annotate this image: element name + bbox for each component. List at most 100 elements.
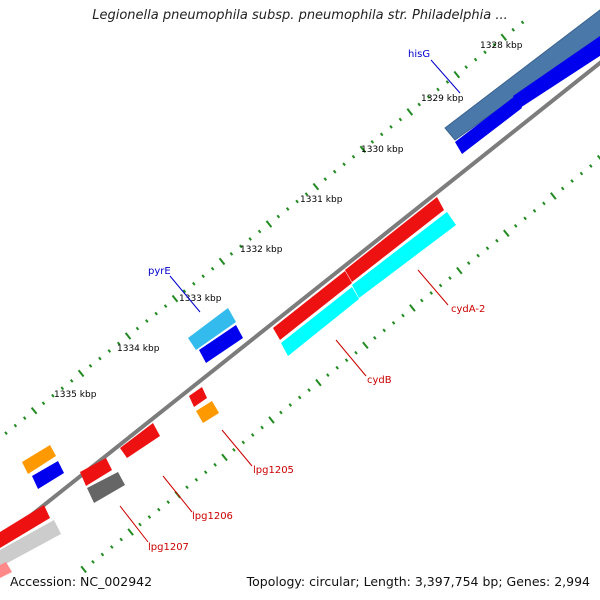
gene-label-pyrE[interactable]: pyrE [148,266,171,277]
tick-mark [513,223,518,228]
tick-mark [221,453,228,462]
tick-mark [483,50,487,55]
gene-left-orange[interactable] [22,445,56,474]
tick-mark [473,57,478,62]
tick-mark [241,440,246,445]
tick-mark [370,139,375,144]
leader-pyrE [169,275,201,313]
tick-label-1328: 1328 kbp [480,41,523,51]
tick-mark [511,27,515,32]
tick-mark [201,274,205,279]
tick-mark [523,216,527,221]
leader-lpg1206 [162,475,193,513]
tick-mark [80,565,87,574]
gene-lpg1206-reverse[interactable] [87,472,125,503]
gene-left-red-forward[interactable] [0,505,50,548]
gene-label-lpg1205[interactable]: lpg1205 [253,465,294,476]
tick-mark [135,326,140,331]
gene-left-pink-reverse[interactable] [0,562,12,578]
tick-mark [466,261,471,266]
map-title: Legionella pneumophila subsp. pneumophil… [92,8,508,23]
tick-mark [453,70,461,79]
gene-hisG-reverse[interactable] [455,96,522,154]
gene-label-cydA2[interactable]: cydA-2 [451,304,485,315]
tick-mark [30,406,38,415]
gene-left-blue-reverse[interactable] [32,461,64,489]
tick-mark [560,186,565,191]
tick-mark [409,304,416,312]
tick-mark [157,507,161,512]
tick-mark [239,244,243,249]
tick-mark [570,179,574,183]
gene-cydA2-reverse[interactable] [352,212,456,298]
tick-mark [464,65,468,70]
tick-mark [124,332,132,340]
tick-mark [495,238,499,243]
tick-mark [98,356,102,361]
gene-labels: hisG pyrE cydA-2 cydB lpg1205 lpg1206 lp… [148,49,485,553]
tick-label-1330: 1330 kbp [361,145,404,155]
tick-label-1335: 1335 kbp [54,390,97,400]
gene-label-hisG[interactable]: hisG [408,49,430,60]
gene-label-lpg1206[interactable]: lpg1206 [192,511,233,522]
gene-lpg1207-forward[interactable] [80,458,112,486]
tick-mark [323,177,328,182]
tick-mark [297,395,302,400]
tick-mark [116,341,121,346]
gene-cydB-forward[interactable] [273,271,352,340]
summary-text: Topology: circular; Length: 3,397,754 bp… [246,574,590,589]
tick-mark [127,528,134,536]
gene-left-gray-reverse[interactable] [0,520,61,567]
tick-mark [532,208,537,213]
tick-mark [307,388,311,393]
gene-label-lpg1207[interactable]: lpg1207 [148,542,189,553]
tick-mark [265,220,273,228]
tick-label-1334: 1334 kbp [117,344,160,354]
tick-label-1331: 1331 kbp [300,195,343,205]
tick-mark [185,485,189,490]
tick-mark [276,214,281,219]
tick-mark [436,87,440,92]
leader-cydB [335,339,367,377]
tick-mark [579,171,584,176]
tick-label-1332: 1332 kbp [240,245,283,255]
gene-cydB-reverse[interactable] [281,287,359,356]
tick-mark [110,545,114,549]
tick-mark [398,117,403,122]
tick-mark [354,350,358,355]
gene-lpg1205-reverse[interactable] [196,401,219,423]
gene-hisG2-reverse[interactable] [513,36,600,108]
tick-mark [210,266,215,271]
tick-mark [500,33,508,42]
tick-mark [406,108,414,116]
tick-mark [171,294,179,303]
tick-mark [41,401,46,406]
leader-lpg1207 [119,505,149,543]
gene-hisG-forward[interactable] [444,9,600,141]
tick-mark [359,145,367,154]
tick-mark [448,276,452,280]
tick-mark [100,552,105,557]
tick-mark [119,537,123,542]
gene-lpg1206-forward[interactable] [120,423,160,458]
tick-mark [596,154,600,160]
gene-lpg1205-forward[interactable] [189,387,207,407]
tick-labels: 1328 kbp 1329 kbp 1330 kbp 1331 kbp 1332… [54,41,523,400]
tick-mark [213,462,217,467]
tick-mark [166,500,170,505]
tick-mark [362,341,369,350]
gene-cydA2-forward[interactable] [345,197,444,282]
gene-pyrE-forward[interactable] [188,308,236,350]
tick-mark [503,229,510,238]
tick-mark [268,416,275,424]
gene-pyrE-reverse[interactable] [199,325,243,363]
gene-label-cydB[interactable]: cydB [367,375,392,386]
tick-mark [257,229,262,234]
tick-label-1333: 1333 kbp [179,294,222,304]
tick-mark [232,447,236,452]
leader-lpg1205 [221,429,253,467]
tick-mark [420,298,424,303]
tick-mark [154,311,158,316]
forward-features [0,9,600,548]
tick-mark [315,378,322,387]
